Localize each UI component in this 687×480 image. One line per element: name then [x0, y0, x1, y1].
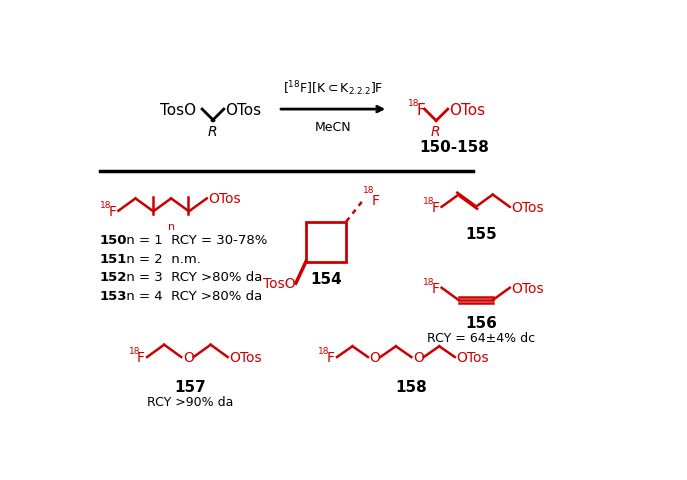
Text: F: F	[431, 201, 440, 215]
Text: F: F	[137, 350, 145, 364]
Text: OTos: OTos	[229, 350, 262, 364]
Text: O: O	[370, 350, 381, 364]
Text: 152: 152	[100, 271, 127, 284]
Text: 18: 18	[423, 277, 434, 286]
Text: 155: 155	[465, 227, 497, 242]
Text: F: F	[109, 204, 116, 218]
Text: MeCN: MeCN	[315, 120, 352, 133]
Text: n: n	[168, 222, 174, 232]
Text: OTos: OTos	[456, 350, 489, 364]
Text: 150-158: 150-158	[419, 139, 489, 154]
Text: 18: 18	[423, 197, 434, 205]
Text: 156: 156	[465, 315, 497, 330]
Text: TosO: TosO	[263, 276, 296, 290]
Text: 153: 153	[100, 289, 127, 302]
Text: RCY >90% da: RCY >90% da	[147, 396, 234, 408]
Text: F: F	[431, 281, 440, 295]
Text: 18: 18	[128, 347, 140, 355]
Text: OTos: OTos	[511, 281, 544, 295]
Text: R: R	[207, 125, 217, 139]
Text: 151: 151	[100, 252, 127, 265]
Text: OTos: OTos	[511, 201, 544, 215]
Text: 150: 150	[100, 234, 127, 247]
Text: 158: 158	[396, 379, 427, 394]
Text: 18: 18	[318, 347, 330, 355]
Text: OTos: OTos	[225, 102, 262, 117]
Text: 18: 18	[100, 201, 111, 209]
Bar	[306, 222, 346, 262]
Text: F: F	[327, 350, 335, 364]
Text: n = 4  RCY >80% da: n = 4 RCY >80% da	[122, 289, 262, 302]
Text: R: R	[431, 125, 440, 139]
Text: n = 1  RCY = 30-78%: n = 1 RCY = 30-78%	[122, 234, 267, 247]
Text: TosO: TosO	[159, 102, 196, 117]
Text: F: F	[416, 102, 425, 117]
Text: 18: 18	[407, 99, 419, 108]
Text: OTos: OTos	[449, 102, 486, 117]
Text: 18: 18	[363, 186, 375, 195]
Text: n = 2  n.m.: n = 2 n.m.	[122, 252, 201, 265]
Text: F: F	[372, 193, 380, 207]
Text: O: O	[183, 350, 194, 364]
Text: OTos: OTos	[208, 192, 241, 206]
Text: RCY = 64±4% dc: RCY = 64±4% dc	[427, 332, 535, 345]
Text: $[^{18}$F][K$\subset$K$_{2.2.2}$]F: $[^{18}$F][K$\subset$K$_{2.2.2}$]F	[283, 79, 383, 97]
Text: 157: 157	[174, 379, 206, 394]
Text: n = 3  RCY >80% da: n = 3 RCY >80% da	[122, 271, 262, 284]
Text: 154: 154	[311, 271, 342, 287]
Text: O: O	[413, 350, 424, 364]
